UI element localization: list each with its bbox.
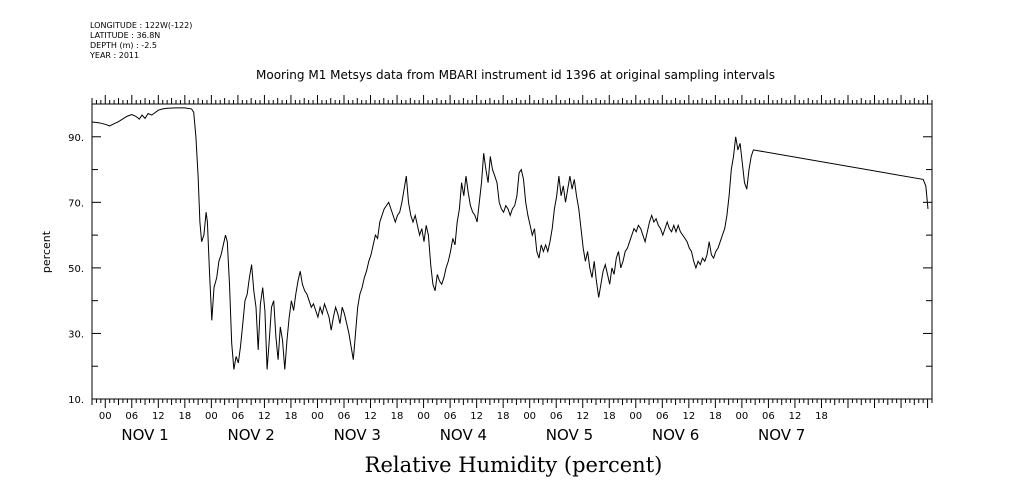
y-tick-label: 10.: [68, 395, 84, 406]
x-axis: 00 06 12 18 00 06 12 18 00 06 12 18 00 06 12 18 00 06 12 18…: [91, 95, 933, 444]
x-tick-label: 06: [338, 411, 351, 422]
x-tick-label: 00: [736, 411, 749, 422]
x-tick-label: 12: [576, 411, 589, 422]
x-day-label: NOV 4: [440, 426, 487, 444]
x-tick-label: 06: [762, 411, 775, 422]
y-tick-label: 50.: [68, 264, 84, 275]
x-tick-label: 18: [178, 411, 191, 422]
x-day-label: NOV 1: [121, 426, 168, 444]
plot-frame: [91, 103, 933, 400]
metadata-block: LONGITUDE : 122W(-122) LATITUDE : 36.8N …: [90, 21, 192, 61]
x-tick-label: 18: [497, 411, 510, 422]
y-tick-label: 90.: [68, 133, 84, 144]
x-tick-label: 12: [364, 411, 377, 422]
x-tick-label: 12: [152, 411, 165, 422]
x-day-label: NOV 2: [227, 426, 274, 444]
x-day-label: NOV 6: [652, 426, 699, 444]
x-day-label: NOV 7: [758, 426, 805, 444]
y-tick-label: 70.: [68, 198, 84, 209]
x-tick-label: 18: [391, 411, 404, 422]
x-tick-label: 12: [258, 411, 271, 422]
x-tick-label: 06: [232, 411, 245, 422]
x-tick-label: 12: [470, 411, 483, 422]
depth-label: DEPTH (m) : -2.5: [90, 41, 157, 50]
x-tick-label: 12: [682, 411, 695, 422]
chart-title: Mooring M1 Metsys data from MBARI instru…: [256, 68, 775, 82]
x-axis-title: Relative Humidity (percent): [364, 453, 663, 477]
x-tick-label: 00: [523, 411, 536, 422]
x-tick-label: 18: [709, 411, 722, 422]
x-tick-label: 06: [656, 411, 669, 422]
x-tick-label: 18: [815, 411, 828, 422]
year-label: YEAR : 2011: [90, 51, 140, 60]
x-day-label: NOV 5: [546, 426, 593, 444]
x-tick-label: 00: [205, 411, 218, 422]
humidity-series-line: [91, 107, 929, 370]
x-tick-label: 18: [285, 411, 298, 422]
x-tick-label: 00: [311, 411, 324, 422]
y-axis-label: percent: [40, 230, 53, 273]
x-tick-label: 06: [125, 411, 138, 422]
x-tick-label: 00: [99, 411, 112, 422]
latitude-label: LATITUDE : 36.8N: [90, 31, 161, 40]
x-tick-label: 00: [417, 411, 430, 422]
x-tick-label: 12: [789, 411, 802, 422]
longitude-label: LONGITUDE : 122W(-122): [90, 21, 193, 30]
y-tick-label: 30.: [68, 329, 84, 340]
x-day-label: NOV 3: [334, 426, 381, 444]
y-axis: 10. 30. 50. 70. 90.: [68, 103, 932, 406]
x-tick-label: 06: [444, 411, 457, 422]
x-tick-label: 18: [603, 411, 616, 422]
x-tick-label: 00: [629, 411, 642, 422]
x-tick-label: 06: [550, 411, 563, 422]
